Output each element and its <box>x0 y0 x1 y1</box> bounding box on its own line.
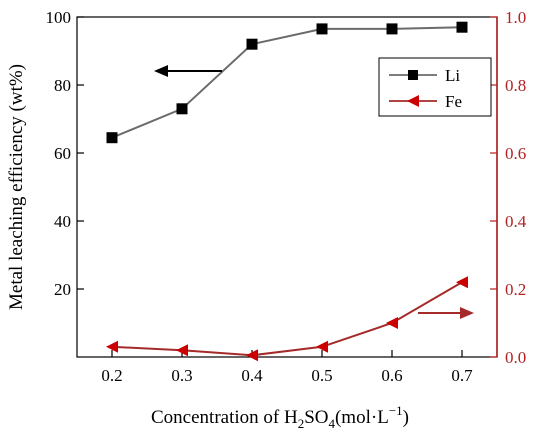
data-point-fe <box>106 340 118 353</box>
data-point-li <box>246 38 258 50</box>
y-left-tick-label: 80 <box>54 76 71 95</box>
data-point-fe <box>386 317 398 329</box>
y-right-tick-label: 0.4 <box>505 212 527 231</box>
x-axis-title-part: SO <box>304 407 328 428</box>
data-point-li <box>456 21 468 33</box>
legend-marker-li <box>408 70 418 80</box>
legend-marker-fe <box>407 95 419 107</box>
data-point-li <box>106 132 118 144</box>
x-axis-title-sub1: 2 <box>298 416 305 431</box>
x-tick-label: 0.5 <box>311 366 332 385</box>
data-point-fe <box>456 276 468 289</box>
data-point-li <box>176 103 188 115</box>
x-tick-label: 0.4 <box>241 366 263 385</box>
y-axis-right: 0.0 0.2 0.4 0.6 0.8 1.0 <box>490 8 527 367</box>
x-tick-label: 0.3 <box>171 366 192 385</box>
x-axis-title-sub2: 4 <box>328 416 335 431</box>
x-tick-label: 0.2 <box>101 366 122 385</box>
y-left-tick-label: 100 <box>46 8 72 27</box>
x-axis-title-part: ) <box>403 407 409 428</box>
x-tick-label: 0.6 <box>381 366 402 385</box>
data-point-fe <box>176 344 188 357</box>
data-point-fe <box>246 349 258 362</box>
y-right-tick-label: 0.2 <box>505 280 526 299</box>
y-axis-left: 20 40 60 80 100 <box>46 8 84 299</box>
series-line-li <box>111 26 463 139</box>
data-point-fe <box>316 340 328 353</box>
y-left-tick-label: 20 <box>54 280 71 299</box>
y-right-tick-label: 0.0 <box>505 348 526 367</box>
y-left-tick-label: 60 <box>54 144 71 163</box>
arrow-right-axis-indicator <box>418 307 474 319</box>
x-tick-label: 0.7 <box>451 366 473 385</box>
legend: Li Fe <box>378 57 492 117</box>
x-axis-title: Concentration of H2SO4(mol·L−1) <box>151 403 409 431</box>
series-line-fe <box>111 281 463 357</box>
legend-box <box>378 57 492 117</box>
y-right-tick-label: 0.6 <box>505 144 526 163</box>
data-point-li <box>386 23 398 35</box>
arrow-left-axis-indicator <box>154 65 222 77</box>
y-right-tick-label: 0.8 <box>505 76 526 95</box>
data-point-li <box>316 23 328 35</box>
series-layer <box>106 21 468 362</box>
x-axis-title-part: Concentration of H <box>151 407 298 428</box>
x-axis: 0.2 0.3 0.4 0.5 0.6 0.7 <box>101 350 473 385</box>
y-axis-left-title: Metal leaching efficiency (wt%) <box>6 64 27 310</box>
legend-label-li: Li <box>445 66 460 85</box>
x-axis-title-part: (mol·L <box>335 407 389 428</box>
legend-label-fe: Fe <box>445 92 462 111</box>
x-axis-title-sup: −1 <box>389 403 403 418</box>
y-left-tick-label: 40 <box>54 212 71 231</box>
y-right-tick-label: 1.0 <box>505 8 526 27</box>
